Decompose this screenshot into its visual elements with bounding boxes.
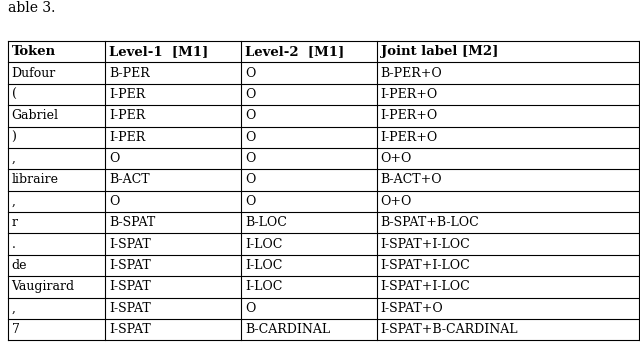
Text: I-LOC: I-LOC — [245, 238, 282, 251]
Text: O: O — [109, 195, 120, 208]
Text: I-SPAT: I-SPAT — [109, 259, 151, 272]
Text: I-PER: I-PER — [109, 109, 145, 122]
Text: I-SPAT+I-LOC: I-SPAT+I-LOC — [381, 259, 470, 272]
Text: I-SPAT+O: I-SPAT+O — [381, 302, 444, 315]
Text: ,: , — [12, 302, 15, 315]
Text: B-ACT+O: B-ACT+O — [381, 173, 442, 186]
Text: O: O — [245, 131, 255, 144]
Text: I-PER+O: I-PER+O — [381, 88, 438, 101]
Text: de: de — [12, 259, 27, 272]
Text: I-PER+O: I-PER+O — [381, 131, 438, 144]
Text: Dufour: Dufour — [12, 67, 56, 80]
Text: ,: , — [12, 152, 15, 165]
Bar — [8, 41, 639, 340]
Text: B-PER+O: B-PER+O — [381, 67, 442, 80]
Text: B-SPAT+B-LOC: B-SPAT+B-LOC — [381, 216, 479, 229]
Text: I-SPAT: I-SPAT — [109, 323, 151, 336]
Text: O: O — [245, 152, 255, 165]
Text: Joint label [M2]: Joint label [M2] — [381, 45, 498, 58]
Text: I-PER+O: I-PER+O — [381, 109, 438, 122]
Text: I-SPAT+I-LOC: I-SPAT+I-LOC — [381, 238, 470, 251]
Text: I-PER: I-PER — [109, 88, 145, 101]
Text: O: O — [245, 195, 255, 208]
Text: I-SPAT: I-SPAT — [109, 302, 151, 315]
Text: Token: Token — [12, 45, 56, 58]
Text: O+O: O+O — [381, 152, 412, 165]
Text: I-SPAT: I-SPAT — [109, 238, 151, 251]
Text: B-PER: B-PER — [109, 67, 150, 80]
Text: .: . — [12, 238, 15, 251]
Text: I-SPAT+B-CARDINAL: I-SPAT+B-CARDINAL — [381, 323, 518, 336]
Text: O: O — [245, 302, 255, 315]
Text: I-SPAT+I-LOC: I-SPAT+I-LOC — [381, 280, 470, 293]
Text: able 3.: able 3. — [8, 1, 55, 15]
Text: Vaugirard: Vaugirard — [12, 280, 75, 293]
Text: I-PER: I-PER — [109, 131, 145, 144]
Text: O: O — [245, 173, 255, 186]
Text: I-LOC: I-LOC — [245, 280, 282, 293]
Text: ): ) — [12, 131, 17, 144]
Text: O: O — [245, 88, 255, 101]
Text: r: r — [12, 216, 17, 229]
Text: ,: , — [12, 195, 15, 208]
Text: O: O — [109, 152, 120, 165]
Text: B-ACT: B-ACT — [109, 173, 150, 186]
Text: O+O: O+O — [381, 195, 412, 208]
Text: 7: 7 — [12, 323, 19, 336]
Text: Level-1  [M1]: Level-1 [M1] — [109, 45, 209, 58]
Text: Gabriel: Gabriel — [12, 109, 58, 122]
Text: (: ( — [12, 88, 17, 101]
Text: Level-2  [M1]: Level-2 [M1] — [245, 45, 344, 58]
Text: O: O — [245, 109, 255, 122]
Text: O: O — [245, 67, 255, 80]
Text: B-SPAT: B-SPAT — [109, 216, 156, 229]
Text: B-LOC: B-LOC — [245, 216, 287, 229]
Text: I-LOC: I-LOC — [245, 259, 282, 272]
Text: B-CARDINAL: B-CARDINAL — [245, 323, 330, 336]
Text: I-SPAT: I-SPAT — [109, 280, 151, 293]
Text: libraire: libraire — [12, 173, 58, 186]
